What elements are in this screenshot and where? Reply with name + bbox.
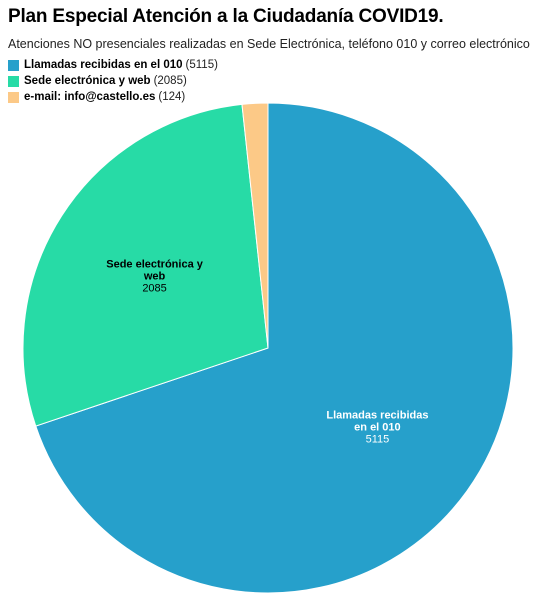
slice-label-sede: Sede electrónica y web 2085: [106, 258, 203, 294]
pie-slice-llamadas[interactable]: [35, 102, 514, 594]
slice-value-label: 5115: [366, 434, 390, 446]
legend-label-email: e-mail: info@castello.es: [24, 91, 156, 103]
slice-value-label: 2085: [142, 282, 166, 294]
pie-slice-sede[interactable]: [22, 103, 269, 427]
legend-item-llamadas[interactable]: Llamadas recibidas en el 010 (5115): [8, 57, 218, 73]
legend-label-llamadas: Llamadas recibidas en el 010: [24, 59, 183, 71]
legend: Llamadas recibidas en el 010 (5115) Sede…: [8, 57, 218, 105]
legend-item-sede[interactable]: Sede electrónica y web (2085): [8, 73, 218, 89]
slice-label-line: Sede electrónica y: [106, 258, 203, 270]
legend-label-sede: Sede electrónica y web: [24, 75, 151, 87]
legend-value-sede: (2085): [153, 75, 187, 87]
pie-slice-email[interactable]: [241, 102, 269, 349]
legend-value-llamadas: (5115): [185, 59, 218, 71]
slice-label-line: en el 010: [354, 422, 400, 434]
legend-item-email[interactable]: e-mail: info@castello.es (124): [8, 89, 218, 105]
slice-label-line: web: [143, 270, 166, 282]
slice-label-line: Llamadas recibidas: [326, 410, 428, 422]
legend-swatch-sede: [8, 75, 19, 87]
slice-label-llamadas: Llamadas recibidas en el 010 5115: [326, 410, 428, 446]
chart-title: Plan Especial Atención a la Ciudadanía C…: [8, 6, 444, 27]
chart-subtitle: Atenciones NO presenciales realizadas en…: [8, 37, 530, 51]
legend-value-email: (124): [158, 91, 186, 103]
legend-swatch-llamadas: [8, 59, 19, 71]
legend-swatch-email: [8, 91, 19, 103]
